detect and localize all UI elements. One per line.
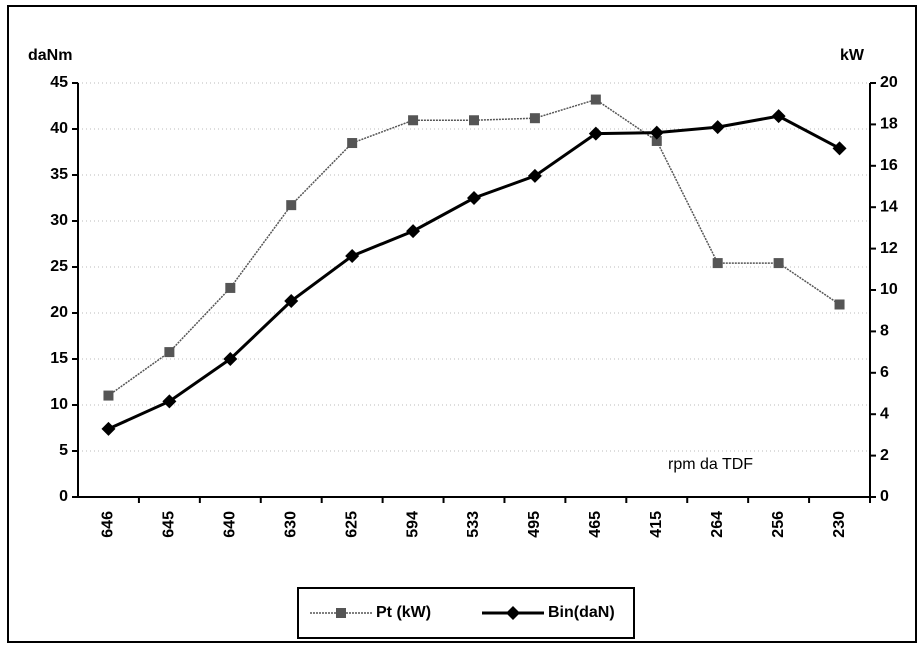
y2-tick-label: 16 <box>880 157 898 174</box>
y2-tick-label: 18 <box>880 116 898 133</box>
y-tick-label: 20 <box>50 304 68 321</box>
y-tick-label: 15 <box>50 350 68 367</box>
marker <box>345 248 360 263</box>
marker <box>406 224 421 239</box>
marker <box>467 191 481 205</box>
marker <box>223 352 238 366</box>
y-tick-label: 5 <box>59 442 68 459</box>
x-tick-label: 264 <box>709 511 726 538</box>
marker <box>649 125 664 140</box>
x-tick-label: 645 <box>161 511 178 538</box>
y2-tick-label: 6 <box>880 364 889 381</box>
y-tick-label: 10 <box>50 396 68 413</box>
x-tick-label: 630 <box>282 511 299 538</box>
marker <box>773 258 784 269</box>
y2-tick-label: 12 <box>880 240 898 257</box>
marker <box>590 94 601 105</box>
x-tick-label: 495 <box>526 511 543 538</box>
marker <box>347 138 358 149</box>
x-tick-label: 640 <box>222 511 239 538</box>
y-tick-label: 35 <box>50 166 68 183</box>
frame <box>7 5 917 643</box>
y-tick-label: 25 <box>50 258 68 275</box>
marker <box>771 109 786 124</box>
y-tick-label: 45 <box>50 74 68 91</box>
x-tick-label: 256 <box>770 511 787 538</box>
marker <box>101 421 116 436</box>
marker <box>834 299 845 310</box>
marker <box>710 120 725 135</box>
y2-axis-label: kW <box>840 47 865 64</box>
marker <box>336 608 346 618</box>
marker <box>284 294 299 309</box>
y2-tick-label: 14 <box>880 198 898 215</box>
marker <box>651 135 662 146</box>
legend-label: Pt (kW) <box>376 604 431 621</box>
y-axis-label: daNm <box>28 47 72 64</box>
marker <box>712 258 723 269</box>
y2-tick-label: 2 <box>880 447 889 464</box>
marker <box>162 394 177 409</box>
x-tick-label: 415 <box>648 511 665 538</box>
x-tick-label: 465 <box>587 511 604 538</box>
x-tick-label: 646 <box>100 511 117 538</box>
marker <box>408 115 419 126</box>
marker <box>527 168 542 183</box>
marker <box>469 115 479 126</box>
y2-tick-label: 4 <box>880 405 889 422</box>
x-tick-label: 230 <box>831 511 848 538</box>
x-tick-label: 594 <box>404 511 421 538</box>
marker <box>506 606 520 620</box>
marker <box>588 126 603 141</box>
marker <box>103 390 114 401</box>
legend-label: Bin(daN) <box>548 604 615 621</box>
series-line <box>108 98 840 397</box>
x-tick-label: 533 <box>465 511 482 538</box>
y-tick-label: 40 <box>50 120 68 137</box>
marker <box>832 141 847 156</box>
y-tick-label: 30 <box>50 212 68 229</box>
annotation: rpm da TDF <box>668 456 753 473</box>
y2-tick-label: 8 <box>880 323 889 340</box>
series-line <box>107 114 841 431</box>
marker <box>286 200 297 211</box>
x-tick-label: 625 <box>343 511 360 538</box>
marker <box>164 347 175 358</box>
marker <box>225 282 236 293</box>
y2-tick-label: 20 <box>880 74 898 91</box>
y-tick-label: 0 <box>59 488 68 505</box>
y2-tick-label: 10 <box>880 281 898 298</box>
y2-tick-label: 0 <box>880 488 889 505</box>
marker <box>529 113 540 124</box>
